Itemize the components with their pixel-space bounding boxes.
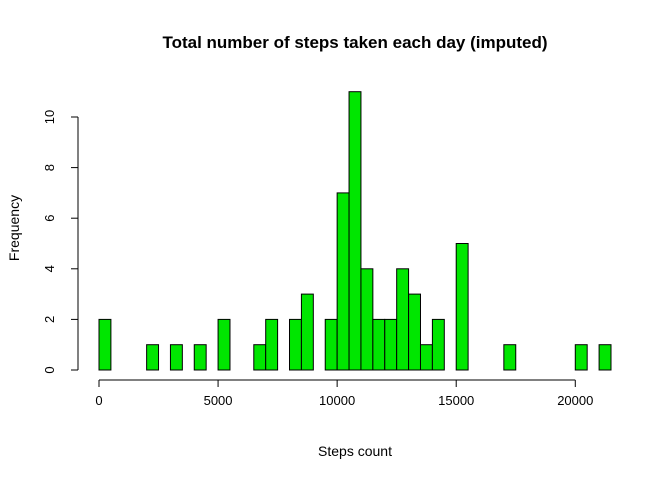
bar: [396, 268, 410, 371]
x-tick-label: 5000: [204, 393, 233, 408]
x-tick-label: 0: [95, 393, 102, 408]
y-axis-title: Frequency: [6, 195, 22, 261]
bar: [408, 293, 421, 371]
bar: [419, 344, 433, 371]
x-axis-title: Steps count: [318, 443, 392, 459]
x-axis: 0 5000 10000 15000 20000: [95, 379, 593, 408]
x-tick-label: 15000: [438, 393, 474, 408]
bar: [193, 344, 207, 371]
bar: [98, 318, 112, 371]
bar: [348, 91, 362, 371]
x-tick-label: 20000: [557, 393, 593, 408]
bar: [146, 344, 160, 371]
y-tick-label: 0: [42, 366, 57, 373]
x-tick-label: 10000: [319, 393, 355, 408]
bar: [169, 344, 183, 371]
bar: [336, 192, 350, 371]
bar: [503, 344, 517, 371]
bar: [300, 293, 314, 371]
bar: [574, 344, 588, 371]
y-axis: 0 2 4 6 8 10: [42, 110, 79, 374]
bar: [265, 318, 279, 371]
bar: [324, 318, 338, 371]
bars-group: [98, 91, 612, 371]
y-tick-label: 6: [42, 215, 57, 222]
bar: [372, 318, 386, 371]
y-tick-label: 10: [42, 110, 57, 124]
chart-title: Total number of steps taken each day (im…: [162, 33, 547, 52]
y-tick-label: 4: [42, 265, 57, 272]
bar: [455, 243, 469, 371]
bar: [598, 344, 612, 371]
bar: [360, 268, 374, 371]
bar: [431, 318, 445, 371]
bar: [384, 318, 398, 371]
bar: [217, 318, 231, 371]
bar: [289, 318, 302, 371]
y-tick-label: 2: [42, 316, 57, 323]
y-tick-label: 8: [42, 164, 57, 171]
bar: [253, 344, 267, 371]
